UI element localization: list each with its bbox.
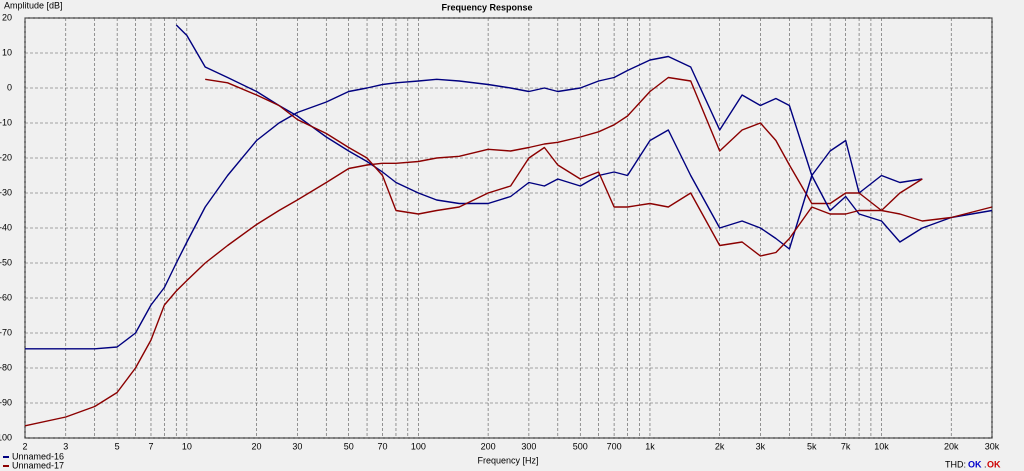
x-tick-label: 2k (715, 441, 725, 451)
x-tick-label: 300 (521, 441, 536, 451)
thd-label: THD: (945, 459, 966, 469)
x-tick-label: 1k (645, 441, 655, 451)
thd-status: OK (987, 459, 1001, 469)
x-axis-label: Frequency [Hz] (477, 455, 538, 465)
y-tick-label: -10 (0, 117, 12, 127)
x-tick-label: 7 (148, 441, 153, 451)
x-tick-label: 70 (378, 441, 388, 451)
series-line (175, 24, 993, 250)
x-tick-label: 10 (182, 441, 192, 451)
x-tick-label: 30 (292, 441, 302, 451)
y-tick-label: -50 (0, 257, 12, 267)
x-tick-label: 3k (756, 441, 766, 451)
legend-label: Unnamed-17 (12, 460, 64, 470)
x-tick-label: 20k (944, 441, 959, 451)
chart-title: Frequency Response (441, 2, 532, 12)
y-tick-label: -70 (0, 327, 12, 337)
x-tick-label: 7k (841, 441, 851, 451)
x-tick-label: 5k (807, 441, 817, 451)
y-tick-label: -60 (0, 292, 12, 302)
y-tick-label: 10 (2, 47, 12, 57)
y-tick-label: -90 (0, 397, 12, 407)
y-tick-label: -30 (0, 187, 12, 197)
y-tick-label: -100 (0, 432, 12, 442)
x-tick-label: 2 (22, 441, 27, 451)
y-tick-label: 0 (7, 82, 12, 92)
y-axis-label: Amplitude [dB] (4, 0, 63, 10)
x-tick-label: 30k (985, 441, 1000, 451)
series-line (25, 55, 923, 350)
x-tick-label: 700 (607, 441, 622, 451)
x-tick-label: 50 (344, 441, 354, 451)
x-tick-label: 200 (481, 441, 496, 451)
x-tick-label: 100 (411, 441, 426, 451)
y-tick-label: -80 (0, 362, 12, 372)
thd-separator: . (984, 459, 987, 469)
x-tick-label: 10k (874, 441, 889, 451)
y-tick-label: -20 (0, 152, 12, 162)
series-line (24, 76, 923, 427)
legend-label: Unnamed-16 (12, 451, 64, 461)
x-tick-label: 20 (252, 441, 262, 451)
series-line (205, 78, 993, 257)
x-tick-label: 3 (63, 441, 68, 451)
x-tick-label: 5 (115, 441, 120, 451)
x-tick-label: 500 (573, 441, 588, 451)
y-tick-label: 20 (2, 12, 12, 22)
thd-status: OK (968, 459, 982, 469)
y-tick-label: -40 (0, 222, 12, 232)
